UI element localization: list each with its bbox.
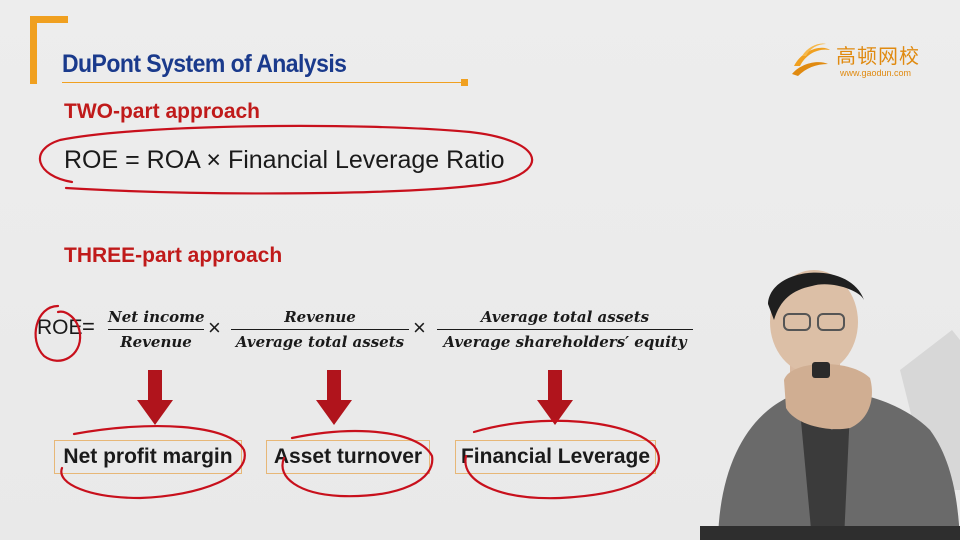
fraction-net-profit-margin: Net income Revenue <box>108 308 205 351</box>
two-part-heading: TWO-part approach <box>64 100 261 123</box>
times-sign-2: × <box>413 315 426 340</box>
down-arrow-icon <box>316 370 352 425</box>
fraction-denominator: Revenue <box>120 333 192 351</box>
logo-swirl-icon <box>792 43 830 76</box>
fraction-numerator: Net income <box>108 308 205 326</box>
label-asset-turnover: Asset turnover <box>266 440 430 474</box>
logo-text: 高顿网校 <box>836 44 920 68</box>
title-underline <box>62 82 462 83</box>
fraction-denominator: Average total assets <box>235 333 405 351</box>
fraction-financial-leverage: Average total assets Average shareholder… <box>437 308 693 351</box>
brand-logo: 高顿网校 www.gaodun.com <box>788 36 928 82</box>
slide-title: DuPont System of Analysis <box>62 50 347 78</box>
presenter-video <box>700 270 960 540</box>
label-net-profit-margin: Net profit margin <box>54 440 242 474</box>
down-arrow-icon <box>137 370 173 425</box>
logo-url: www.gaodun.com <box>840 68 912 78</box>
fraction-numerator: Revenue <box>284 308 356 326</box>
header-bracket <box>30 16 37 84</box>
two-part-formula: ROE = ROA × Financial Leverage Ratio <box>64 146 505 174</box>
fraction-asset-turnover: Revenue Average total assets <box>231 308 409 351</box>
three-part-heading: THREE-part approach <box>64 244 283 267</box>
fraction-denominator: Average shareholders′ equity <box>443 333 687 351</box>
title-underline-dot <box>461 79 468 86</box>
down-arrow-icon <box>537 370 573 425</box>
label-financial-leverage: Financial Leverage <box>455 440 656 474</box>
fraction-bar <box>108 329 204 330</box>
header-bracket-top <box>30 16 68 23</box>
fraction-bar <box>437 329 693 330</box>
fraction-numerator: Average total assets <box>480 308 650 326</box>
equals-sign: = <box>82 314 95 339</box>
times-sign-1: × <box>208 315 221 340</box>
roe-label: ROE <box>37 316 83 339</box>
fraction-bar <box>231 329 409 330</box>
